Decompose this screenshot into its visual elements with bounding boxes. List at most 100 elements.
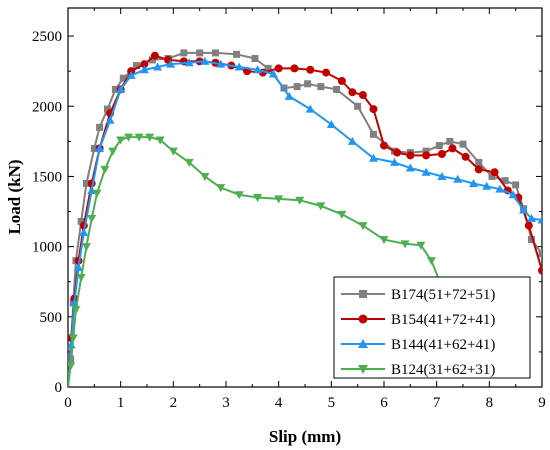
data-point (337, 76, 346, 85)
y-tick-label: 1000 (32, 240, 62, 256)
data-point (184, 58, 194, 67)
x-tick-label: 9 (538, 395, 546, 411)
data-point (358, 314, 368, 324)
data-point (134, 133, 144, 142)
data-point (495, 184, 505, 193)
data-point (316, 202, 326, 211)
data-point (100, 165, 110, 174)
data-point (405, 163, 415, 172)
data-point (196, 49, 204, 57)
data-point (108, 147, 118, 156)
series-3 (68, 56, 542, 387)
data-point (390, 157, 400, 166)
data-point (469, 178, 479, 187)
data-point (524, 221, 533, 230)
data-point (234, 191, 244, 200)
data-point (474, 165, 483, 174)
data-point (537, 215, 542, 224)
x-tick-label: 4 (275, 395, 283, 411)
data-point (305, 104, 315, 113)
legend-label: B124(31+62+31) (391, 362, 495, 378)
data-point (295, 196, 305, 205)
data-point (490, 168, 499, 177)
data-point (200, 56, 210, 65)
data-point (358, 365, 368, 374)
data-point (166, 59, 176, 68)
data-point (81, 243, 91, 252)
data-point (184, 158, 194, 167)
data-point (234, 62, 244, 71)
y-tick-label: 500 (40, 310, 63, 326)
data-point (77, 217, 85, 225)
data-point (437, 171, 447, 180)
y-tick-label: 2000 (32, 99, 62, 115)
data-point (461, 152, 470, 161)
x-tick-label: 3 (222, 395, 230, 411)
x-axis: 0 1 2 3 4 5 6 7 8 9 (64, 8, 546, 411)
data-point (274, 195, 284, 204)
data-point (111, 85, 119, 93)
data-point (359, 290, 367, 298)
data-point (139, 65, 149, 74)
data-point (168, 147, 178, 156)
data-point (358, 222, 368, 231)
x-tick-label: 1 (117, 395, 125, 411)
data-point (268, 69, 278, 78)
data-point (126, 70, 136, 79)
data-point (526, 214, 536, 223)
x-tick-label: 0 (64, 395, 72, 411)
series-line (68, 54, 542, 387)
data-point (369, 105, 378, 114)
data-point (380, 141, 388, 150)
data-point (459, 140, 467, 148)
data-point (337, 210, 347, 219)
data-point (538, 250, 542, 258)
data-point (358, 91, 367, 100)
data-point (251, 55, 259, 63)
data-point (68, 362, 76, 371)
data-point (448, 144, 457, 153)
data-point (90, 144, 98, 152)
data-point (348, 88, 357, 97)
data-point (426, 257, 436, 266)
data-point (354, 102, 362, 110)
data-point (264, 64, 272, 72)
y-tick-label: 2500 (32, 29, 62, 45)
data-point (124, 133, 134, 142)
data-point (435, 142, 443, 150)
data-point (92, 189, 102, 198)
data-point (155, 136, 165, 145)
data-point (145, 133, 155, 142)
data-point (488, 172, 496, 180)
data-point (140, 60, 149, 69)
data-point (475, 158, 483, 166)
data-point (512, 181, 520, 189)
data-point (519, 205, 529, 214)
data-point (105, 115, 115, 124)
data-point (379, 236, 389, 245)
x-tick-label: 5 (328, 395, 336, 411)
data-point (416, 241, 426, 250)
data-point (253, 65, 263, 74)
data-point (482, 181, 492, 190)
y-axis: 0 500 1000 1500 2000 2500 (32, 29, 542, 396)
data-point (216, 59, 226, 68)
data-point (150, 51, 159, 60)
data-point (508, 190, 518, 199)
data-point (284, 91, 294, 100)
data-point (216, 184, 226, 193)
y-axis-title: Load (kN) (5, 159, 24, 234)
data-point (347, 136, 357, 145)
data-point (422, 147, 430, 155)
data-point (82, 179, 90, 187)
x-tick-label: 8 (486, 395, 494, 411)
data-point (501, 177, 509, 185)
data-point (322, 68, 331, 77)
data-point (79, 228, 89, 237)
data-point (293, 83, 301, 91)
data-point (116, 84, 126, 93)
data-point (76, 274, 86, 283)
data-point (317, 83, 325, 91)
data-point (290, 64, 299, 73)
